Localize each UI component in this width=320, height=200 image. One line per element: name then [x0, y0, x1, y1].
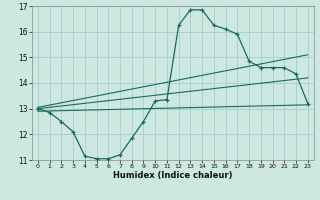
X-axis label: Humidex (Indice chaleur): Humidex (Indice chaleur): [113, 171, 233, 180]
